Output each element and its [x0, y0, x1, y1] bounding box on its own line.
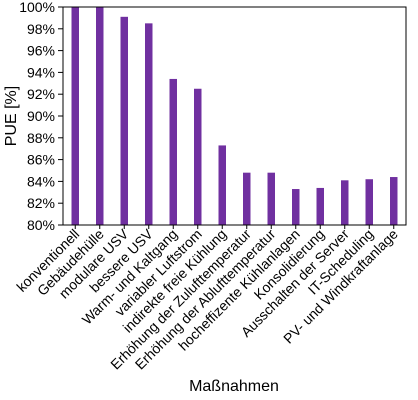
bar — [145, 23, 153, 225]
bar — [365, 179, 373, 225]
bar — [390, 177, 398, 225]
y-tick-label: 92% — [27, 86, 55, 102]
bar — [169, 78, 177, 225]
y-tick-label: 82% — [27, 195, 55, 211]
bars-group — [71, 7, 398, 229]
bar — [194, 88, 202, 225]
y-tick-label: 88% — [27, 130, 55, 146]
bar — [96, 7, 104, 225]
y-axis-title: PUE [%] — [3, 86, 20, 146]
y-axis-ticks: 80% 82% 84% 86% 88% 90% 92% 94% 96% 98% 100% — [19, 0, 63, 233]
y-tick-label: 86% — [27, 152, 55, 168]
bar — [341, 180, 349, 225]
x-axis-title: Maßnahmen — [189, 378, 279, 395]
bar — [243, 172, 251, 225]
y-tick-label: 80% — [27, 217, 55, 233]
bar — [267, 172, 275, 225]
bar — [292, 189, 300, 225]
plot-frame — [62, 6, 407, 226]
bar — [120, 16, 128, 226]
y-tick-label: 90% — [27, 108, 55, 124]
bar — [316, 187, 324, 225]
y-tick-label: 94% — [27, 64, 55, 80]
bar — [218, 145, 226, 225]
y-tick-label: 100% — [19, 0, 55, 15]
y-tick-label: 98% — [27, 21, 55, 37]
bar — [71, 7, 79, 225]
y-tick-label: 84% — [27, 173, 55, 189]
y-tick-label: 96% — [27, 43, 55, 59]
